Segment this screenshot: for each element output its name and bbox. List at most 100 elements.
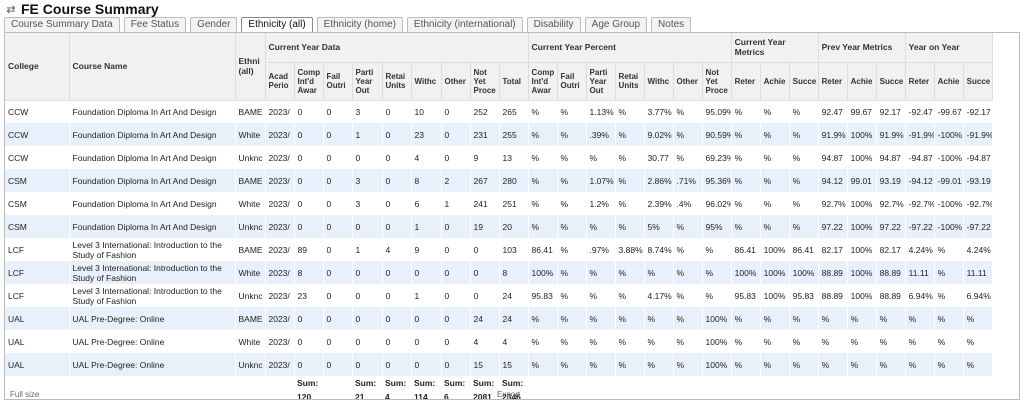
table-cell: 0 [444, 244, 450, 255]
sum-empty [818, 376, 847, 390]
table-cell: 92.17 [879, 106, 901, 117]
college-cell: CSM [5, 215, 69, 238]
column-header[interactable]: Acad Perio [265, 62, 295, 101]
tab-notes[interactable]: Notes [651, 17, 692, 32]
table-cell: 0 [326, 244, 332, 255]
table-cell: % [705, 290, 714, 301]
table-row[interactable]: CCW Foundation Diploma In Art And Design B… [5, 100, 992, 123]
table-cell: 0 [444, 336, 450, 347]
column-header[interactable]: Fail Outri [557, 62, 587, 101]
tab-age-group[interactable]: Age Group [584, 17, 648, 32]
table-row[interactable]: CSM Foundation Diploma In Art And Design U… [5, 215, 993, 238]
tab-disability[interactable]: Disability [526, 17, 581, 32]
college-header[interactable]: College [5, 33, 70, 101]
table-row[interactable]: LCF Level 3 International: Introduction t… [5, 238, 992, 261]
column-header[interactable]: Not Yet Proce [702, 62, 732, 101]
table-cell: % [792, 336, 801, 347]
sum-label: Sum: [297, 378, 319, 388]
table-cell: 2.39% [647, 198, 672, 209]
table-cell: 255 [499, 123, 529, 146]
full-size-link[interactable]: Full size [10, 390, 40, 399]
table-cell: % [560, 244, 569, 255]
column-header[interactable]: Achie [760, 62, 790, 101]
table-cell: % [618, 152, 627, 163]
column-header[interactable]: Total [499, 62, 529, 101]
column-header[interactable]: Succe [876, 62, 906, 101]
table-row[interactable]: UAL UAL Pre-Degree: Online BAME 2023/0 0 0 0 0 0… [5, 307, 993, 330]
table-cell: % [531, 336, 540, 347]
column-header[interactable]: Succe [789, 62, 819, 101]
table-cell: 8.74% [647, 244, 672, 255]
column-header[interactable]: Parti Year Out [586, 62, 616, 101]
table-cell: 94.12 [818, 169, 848, 192]
tab-fee-status[interactable]: Fee Status [123, 17, 187, 32]
column-header[interactable]: Reter [818, 62, 848, 101]
table-cell: % [676, 244, 685, 255]
table-cell: % [615, 169, 645, 192]
column-header[interactable]: Achie [847, 62, 877, 101]
tab-gender[interactable]: Gender [190, 17, 238, 32]
sum-empty [847, 376, 876, 390]
table-row[interactable]: LCF Level 3 International: Introduction t… [5, 261, 993, 284]
column-header[interactable]: Fail Outri [323, 62, 353, 101]
column-header[interactable]: Other [673, 62, 703, 101]
sum-value-withc: 114 [414, 392, 428, 400]
table-row[interactable]: CCW Foundation Diploma In Art And Design U… [5, 146, 992, 169]
table-cell: 0 [326, 198, 332, 209]
table-cell: % [760, 123, 790, 146]
tab-ethnicity-international[interactable]: Ethnicity (international) [406, 17, 523, 32]
table-cell: .39% [586, 123, 616, 146]
table-row[interactable]: UAL UAL Pre-Degree: Online Unknc 2023/0 0 0 0 0… [5, 353, 993, 376]
table-cell: % [934, 261, 964, 284]
table-cell: 100% [702, 353, 732, 376]
table-cell: % [644, 307, 674, 330]
column-header[interactable]: Succe [963, 62, 993, 101]
column-header[interactable]: Achie [934, 62, 964, 101]
table-cell: 0 [323, 169, 352, 192]
column-header[interactable]: Not Yet Proce [470, 62, 500, 101]
tab-ethnicity-all[interactable]: Ethnicity (all) [241, 17, 313, 32]
tab-course-summary-data[interactable]: Course Summary Data [4, 17, 120, 32]
table-cell: 86.41 [531, 244, 553, 255]
column-header[interactable]: Withc [411, 62, 442, 101]
table-cell: -100% [934, 215, 964, 238]
table-row[interactable]: CSM Foundation Diploma In Art And Design B… [5, 169, 993, 192]
column-header[interactable]: Retai Units [615, 62, 645, 101]
export-link[interactable]: Export [497, 390, 521, 399]
table-cell: 231 [470, 123, 499, 146]
table-cell: -94.87 [908, 152, 933, 163]
sum-value-other: 6 [444, 392, 449, 400]
table-cell: % [763, 106, 772, 117]
column-header[interactable]: Comp Int'd Awar [294, 62, 324, 101]
column-header[interactable]: Other [441, 62, 471, 101]
table-cell: -100% [937, 198, 963, 209]
table-row[interactable]: CCW Foundation Diploma In Art And Design W… [5, 123, 993, 146]
table-cell: 8 [499, 261, 529, 284]
table-cell: % [818, 353, 848, 376]
column-header[interactable]: Withc [644, 62, 674, 101]
table-row[interactable]: UAL UAL Pre-Degree: Online White 2023/0 0 0 0 0… [5, 330, 992, 353]
column-header[interactable]: Reter [731, 62, 761, 101]
college-cell: CSM [5, 169, 69, 192]
sum-empty [644, 376, 673, 390]
course-name-header[interactable]: Course Name [69, 33, 236, 101]
ethnicity-header[interactable]: Ethni (all) [235, 33, 266, 101]
table-cell: % [589, 336, 598, 347]
table-cell: 103 [502, 244, 517, 255]
course-name-cell: Foundation Diploma In Art And Design [72, 106, 217, 117]
column-header[interactable]: Comp Int'd Awar [528, 62, 558, 101]
column-header[interactable]: Parti Year Out [352, 62, 383, 101]
table-cell: 100% [847, 261, 877, 284]
table-cell: % [586, 261, 616, 284]
tab-ethnicity-home[interactable]: Ethnicity (home) [316, 17, 403, 32]
table-cell: 0 [352, 353, 382, 376]
title-bar: ⇄ FE Course Summary [0, 0, 1024, 18]
table-cell: % [586, 353, 616, 376]
column-header[interactable]: Retai Units [382, 62, 412, 101]
refresh-icon[interactable]: ⇄ [6, 2, 16, 16]
table-cell: 100% [847, 123, 877, 146]
table-row[interactable]: LCF Level 3 International: Introduction t… [5, 284, 992, 307]
column-header[interactable]: Reter [905, 62, 935, 101]
table-row[interactable]: CSM Foundation Diploma In Art And Design W… [5, 192, 992, 215]
table-cell: % [966, 336, 975, 347]
